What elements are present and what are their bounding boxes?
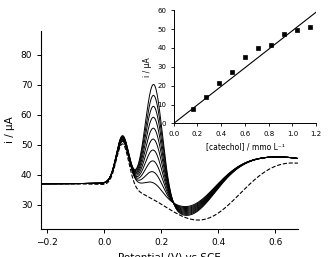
X-axis label: [catechol] / mmo L⁻¹: [catechol] / mmo L⁻¹ xyxy=(206,143,284,152)
X-axis label: Potential (V) vs SCE: Potential (V) vs SCE xyxy=(118,252,221,257)
Y-axis label: i / μA: i / μA xyxy=(5,116,15,143)
Y-axis label: i / μA: i / μA xyxy=(143,57,152,77)
